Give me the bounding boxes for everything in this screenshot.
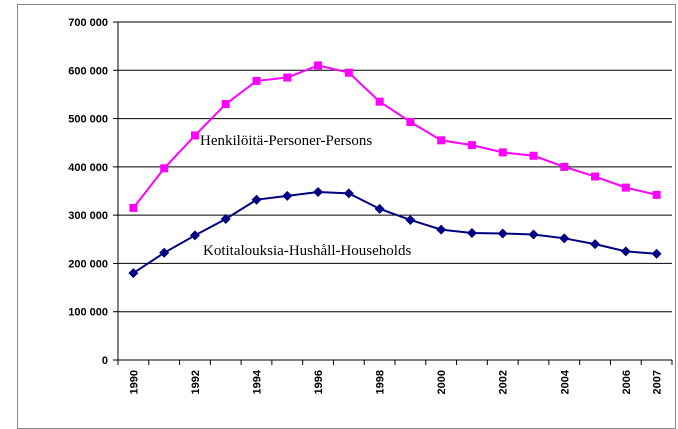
marker: [467, 141, 476, 150]
marker: [466, 228, 477, 239]
marker: [406, 117, 415, 126]
series-label: Kotitalouksia-Hushåll-Households: [203, 243, 411, 259]
marker: [160, 164, 169, 173]
marker: [343, 188, 354, 199]
marker: [129, 203, 138, 212]
series-line: [132, 190, 657, 274]
marker: [437, 136, 446, 145]
marker: [498, 148, 507, 157]
marker: [529, 151, 538, 160]
marker: [590, 239, 601, 250]
marker: [560, 162, 569, 171]
marker: [190, 131, 199, 140]
y-tick-label: 600 000: [68, 65, 108, 77]
marker: [282, 190, 293, 201]
y-tick-label: 200 000: [68, 258, 108, 270]
series-line: [132, 64, 657, 209]
x-tick-label: 1996: [313, 370, 325, 394]
marker: [313, 186, 324, 197]
marker: [159, 247, 170, 258]
y-tick-label: 500 000: [68, 114, 108, 126]
marker: [283, 73, 292, 82]
marker: [591, 172, 600, 181]
chart-frame: [17, 4, 676, 429]
x-tick-label: 2002: [498, 370, 510, 394]
marker: [436, 224, 447, 235]
marker: [652, 190, 661, 199]
x-tick-label: 2006: [621, 370, 633, 394]
marker: [375, 97, 384, 106]
marker: [314, 61, 323, 70]
x-tick-label: 2007: [652, 370, 664, 394]
marker: [221, 100, 230, 109]
y-tick-label: 400 000: [68, 162, 108, 174]
marker: [620, 246, 631, 257]
y-tick-label: 300 000: [68, 210, 108, 222]
marker: [621, 183, 630, 192]
series-label: Henkilöitä-Personer-Persons: [200, 133, 372, 149]
marker: [189, 230, 200, 241]
marker: [251, 194, 262, 205]
x-tick-label: 1992: [190, 370, 202, 394]
marker: [344, 68, 353, 77]
marker: [559, 233, 570, 244]
x-tick-label: 1990: [128, 370, 140, 394]
marker: [252, 76, 261, 85]
marker: [128, 268, 139, 279]
x-tick-label: 2000: [436, 370, 448, 394]
marker: [651, 248, 662, 259]
y-tick-label: 0: [102, 355, 108, 367]
marker: [405, 214, 416, 225]
y-tick-label: 700 000: [68, 17, 108, 29]
marker: [528, 229, 539, 240]
x-tick-label: 1994: [252, 369, 264, 394]
marker: [220, 214, 231, 225]
x-tick-label: 2004: [559, 369, 571, 394]
x-tick-label: 1998: [375, 370, 387, 394]
marker: [497, 228, 508, 239]
marker: [374, 203, 385, 214]
y-tick-label: 100 000: [68, 307, 108, 319]
